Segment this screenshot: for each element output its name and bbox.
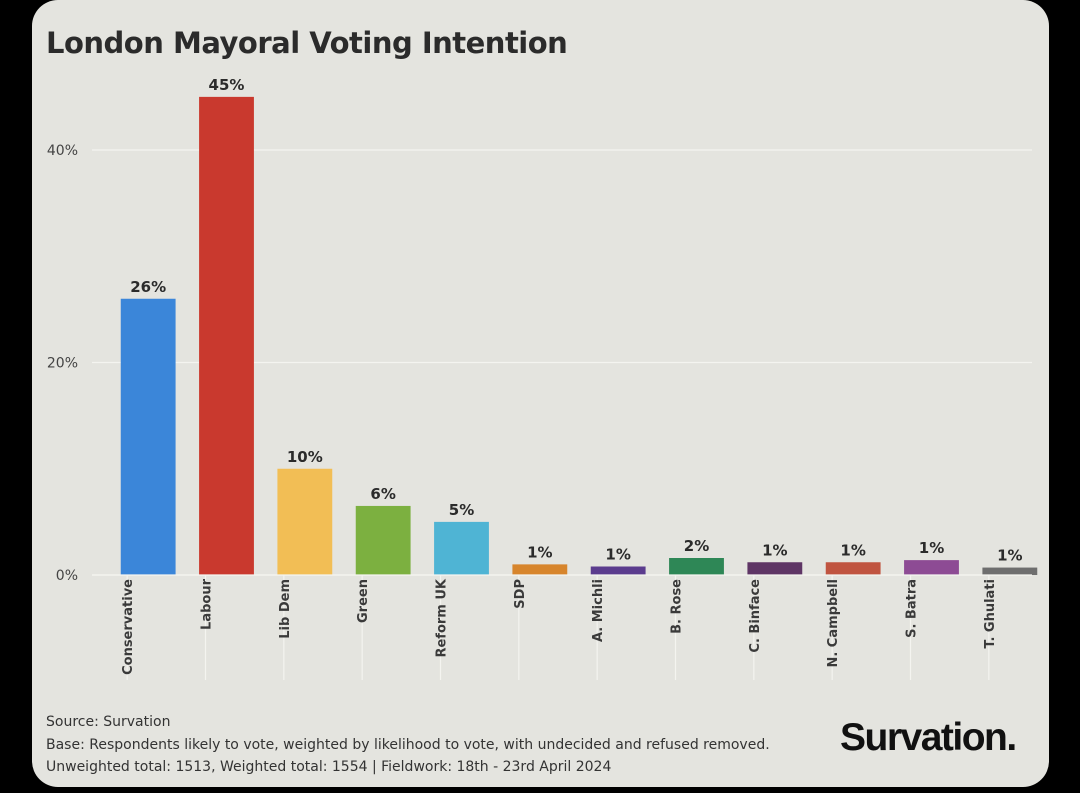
- bar: [199, 96, 254, 575]
- bar: [355, 505, 411, 575]
- bar: [747, 562, 803, 575]
- bar-chart: 0% 20% 40% 26% Conservative 45% Labour 10% Lib D…: [47, 76, 1038, 680]
- x-tick-label: Reform UK: [435, 578, 450, 657]
- source-note: Source: Survation: [46, 714, 171, 730]
- x-tick-label: N. Campbell: [826, 579, 841, 668]
- data-label: 1%: [527, 543, 552, 561]
- bar: [669, 558, 724, 575]
- bar: [277, 468, 333, 575]
- bar: [120, 298, 176, 575]
- bar: [982, 567, 1038, 575]
- x-tick-label: S. Batra: [905, 579, 920, 638]
- data-label: 10%: [287, 448, 323, 466]
- y-tick-label: 40%: [47, 143, 78, 159]
- chart-card: London Mayoral Voting Intention 0% 20% 40%…: [32, 0, 1049, 787]
- survation-logo: Survation.: [840, 716, 1017, 759]
- data-label: 1%: [997, 547, 1022, 565]
- data-label: 1%: [762, 541, 787, 559]
- totals-note: Unweighted total: 1513, Weighted total: …: [46, 759, 612, 775]
- bar: [512, 564, 568, 575]
- bar: [434, 521, 489, 575]
- x-tick-label: A. Michli: [591, 579, 606, 642]
- data-label: 1%: [840, 541, 865, 559]
- data-label: 1%: [919, 539, 944, 557]
- data-label: 26%: [130, 278, 166, 296]
- base-note: Base: Respondents likely to vote, weight…: [46, 736, 770, 753]
- x-tick-label: B. Rose: [670, 579, 685, 634]
- x-tick-label: Labour: [200, 578, 215, 630]
- y-tick-label: 20%: [47, 356, 78, 372]
- data-label: 5%: [449, 501, 474, 519]
- data-label: 45%: [209, 76, 245, 94]
- bar: [904, 560, 959, 575]
- data-label: 6%: [370, 485, 395, 503]
- x-tick-label: Conservative: [121, 579, 136, 675]
- bar: [825, 562, 881, 575]
- data-label: 2%: [684, 537, 709, 555]
- bar: [590, 566, 646, 575]
- x-tick-label: SDP: [513, 579, 528, 609]
- x-tick-label: T. Ghulati: [983, 579, 998, 648]
- data-label: 1%: [605, 546, 630, 564]
- y-tick-label: 0%: [56, 568, 78, 584]
- x-tick-label: Lib Dem: [278, 579, 293, 639]
- chart-footer: Source: Survation Base: Respondents like…: [46, 711, 770, 779]
- chart-title: London Mayoral Voting Intention: [46, 26, 568, 60]
- x-tick-label: Green: [356, 579, 371, 623]
- x-tick-label: C. Binface: [748, 579, 763, 653]
